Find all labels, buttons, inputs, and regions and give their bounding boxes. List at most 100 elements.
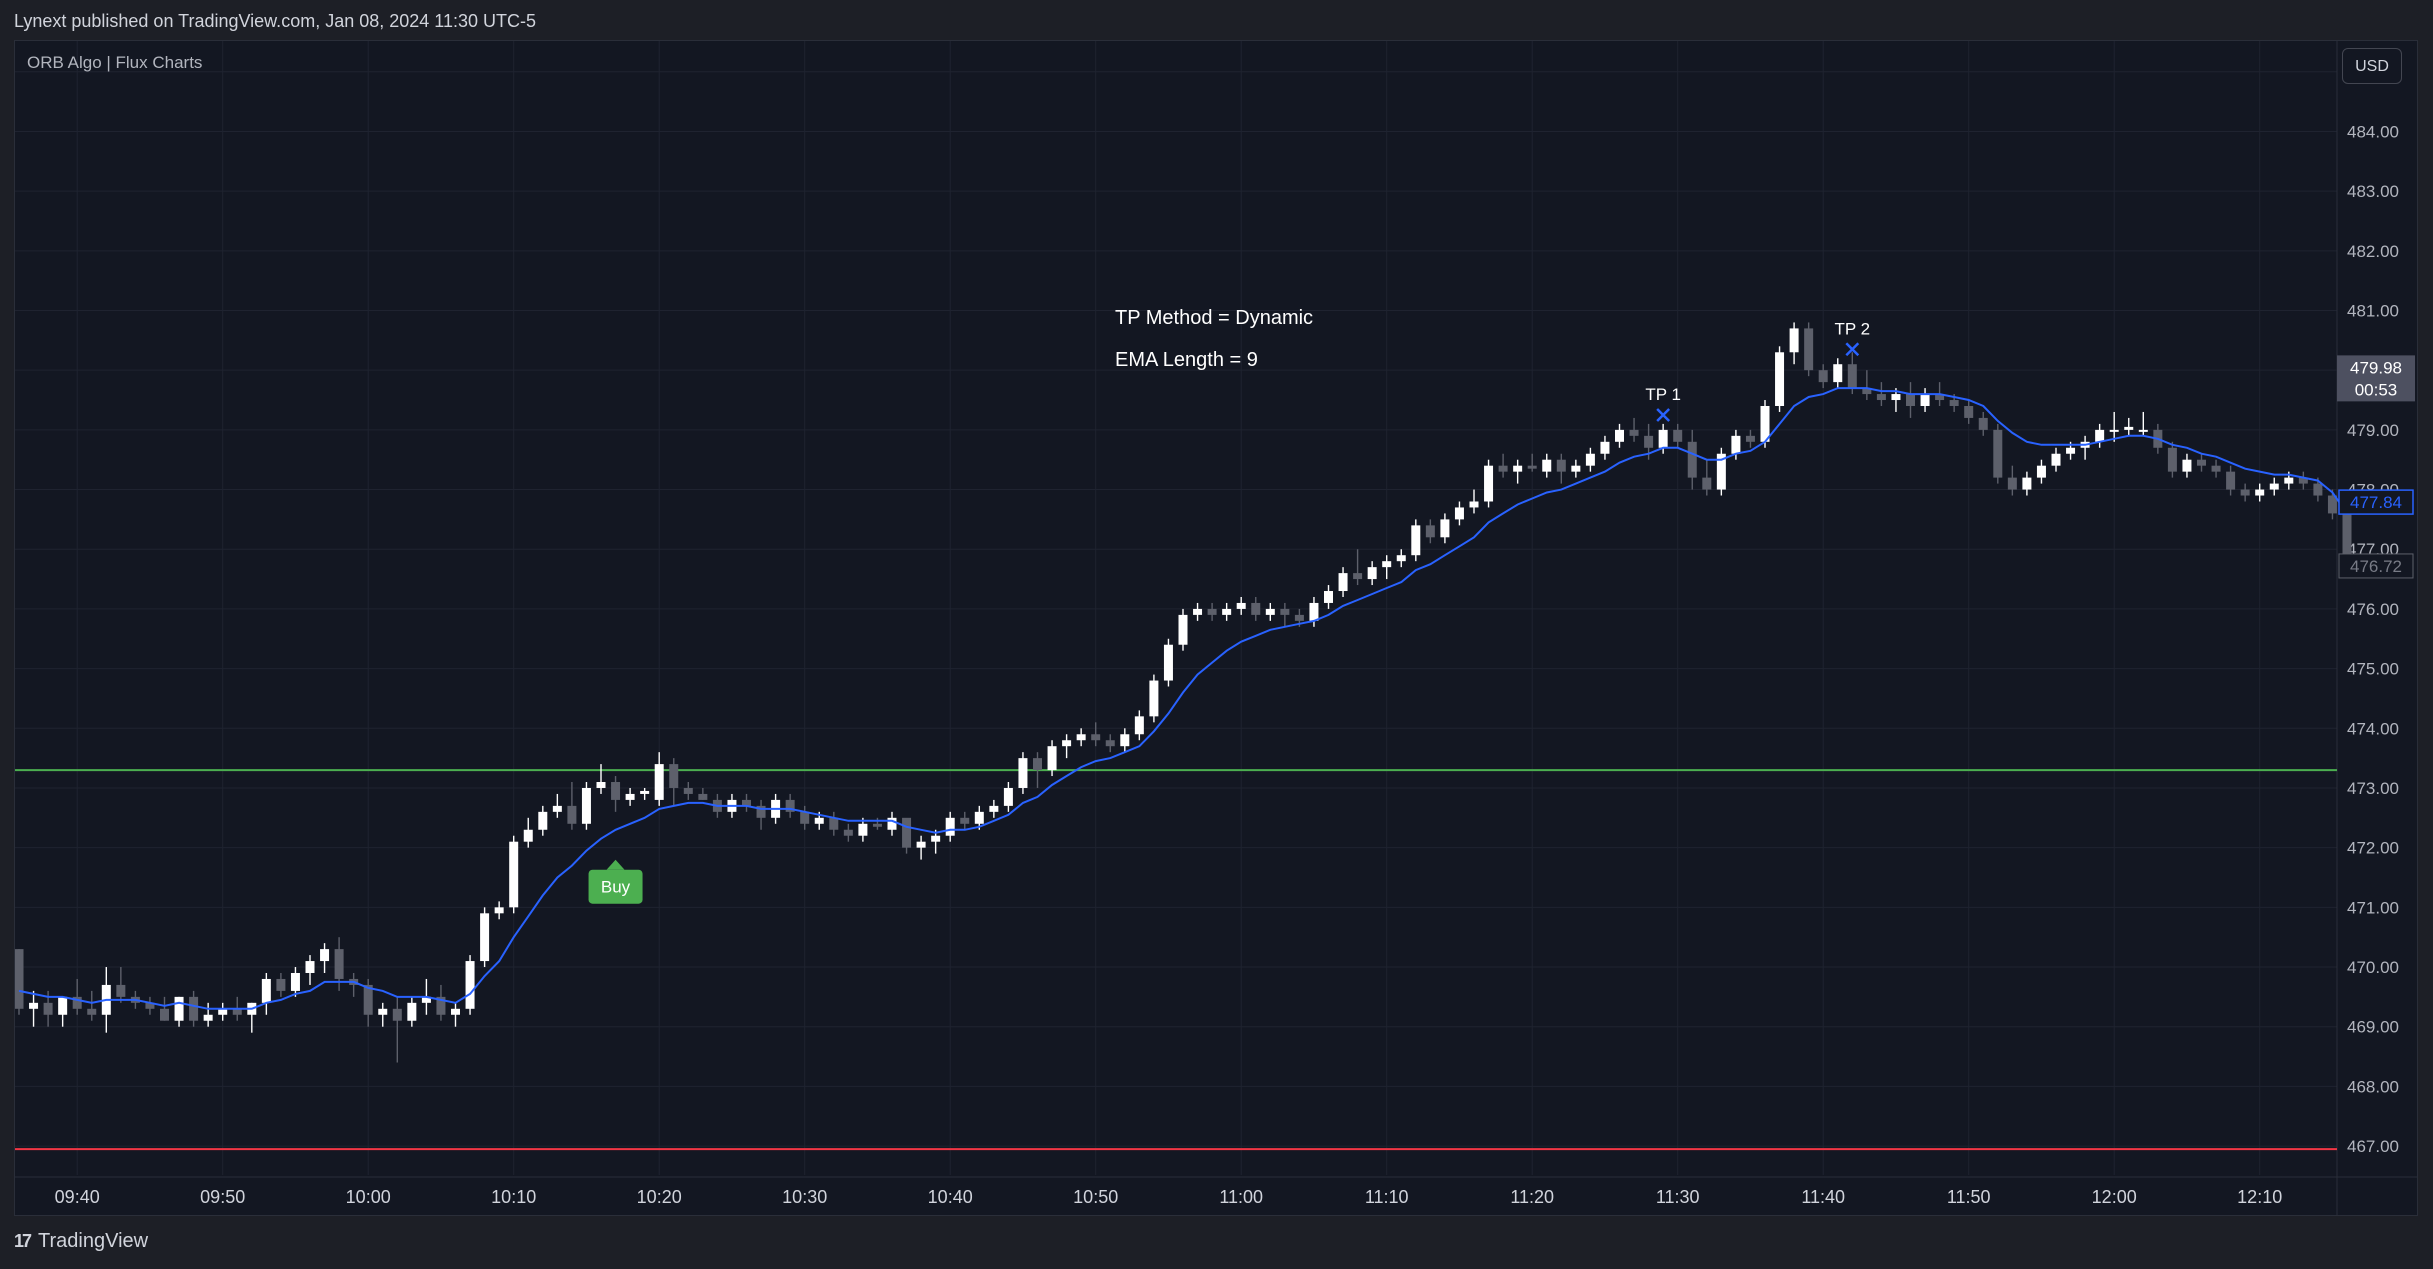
candle-body[interactable] bbox=[1469, 501, 1479, 508]
candle-body[interactable] bbox=[654, 764, 664, 800]
candle-body[interactable] bbox=[1440, 519, 1450, 538]
candle-body[interactable] bbox=[1193, 608, 1203, 615]
candle-body[interactable] bbox=[887, 817, 897, 830]
candle-body[interactable] bbox=[1338, 573, 1348, 592]
candle-body[interactable] bbox=[625, 793, 635, 800]
candle-body[interactable] bbox=[1949, 400, 1959, 406]
candle-body[interactable] bbox=[1687, 441, 1697, 478]
candle-body[interactable] bbox=[1673, 429, 1683, 442]
last-price-label[interactable] bbox=[2337, 355, 2415, 402]
candle-body[interactable] bbox=[872, 823, 882, 827]
candle-body[interactable] bbox=[2036, 465, 2046, 478]
candle-body[interactable] bbox=[829, 817, 839, 830]
candle-body[interactable] bbox=[509, 841, 519, 908]
plot-background[interactable] bbox=[15, 41, 2337, 1215]
candle-body[interactable] bbox=[261, 978, 271, 1003]
candle-body[interactable] bbox=[189, 996, 199, 1021]
candle-body[interactable] bbox=[203, 1014, 213, 1021]
candle-body[interactable] bbox=[1702, 477, 1712, 490]
candle-body[interactable] bbox=[1236, 602, 1246, 609]
candle-body[interactable] bbox=[1658, 429, 1668, 448]
candle-body[interactable] bbox=[1876, 394, 1886, 401]
candle-body[interactable] bbox=[1251, 602, 1261, 615]
candle-body[interactable] bbox=[58, 996, 68, 1015]
candle-body[interactable] bbox=[1615, 429, 1624, 442]
candle-body[interactable] bbox=[596, 782, 606, 788]
candle-body[interactable] bbox=[218, 1008, 228, 1015]
candle-body[interactable] bbox=[1396, 555, 1406, 562]
candle-body[interactable] bbox=[116, 984, 126, 997]
candle-body[interactable] bbox=[1367, 567, 1377, 580]
candle-body[interactable] bbox=[363, 984, 373, 1015]
candle-body[interactable] bbox=[640, 790, 650, 794]
candle-body[interactable] bbox=[72, 996, 82, 1009]
candle-body[interactable] bbox=[567, 805, 577, 824]
candle-body[interactable] bbox=[2109, 429, 2119, 432]
chart-frame[interactable]: 467.00 468.00 469.00 470.00 471.00 472.00 473.… bbox=[14, 40, 2418, 1216]
candle-body[interactable] bbox=[1382, 561, 1392, 568]
candle-body[interactable] bbox=[305, 961, 315, 973]
candle-body[interactable] bbox=[1862, 388, 1872, 395]
candle-body[interactable] bbox=[1775, 352, 1785, 406]
candle-body[interactable] bbox=[2226, 471, 2236, 490]
candle-body[interactable] bbox=[2284, 477, 2294, 484]
candle-body[interactable] bbox=[1935, 394, 1945, 401]
candle-body[interactable] bbox=[523, 829, 533, 842]
candle-body[interactable] bbox=[800, 811, 810, 824]
buy-signal-label[interactable] bbox=[588, 869, 643, 904]
candle-body[interactable] bbox=[465, 961, 475, 1009]
candle-body[interactable] bbox=[1062, 740, 1072, 747]
candle-body[interactable] bbox=[1644, 435, 1654, 448]
candle-body[interactable] bbox=[1978, 417, 1988, 430]
candle-body[interactable] bbox=[320, 949, 330, 962]
candle-body[interactable] bbox=[2197, 459, 2206, 466]
candle-body[interactable] bbox=[1163, 644, 1173, 681]
candle-body[interactable] bbox=[2167, 447, 2177, 472]
candle-body[interactable] bbox=[436, 996, 446, 1015]
candle-body[interactable] bbox=[1484, 465, 1494, 502]
candle-body[interactable] bbox=[1716, 453, 1726, 490]
candle-body[interactable] bbox=[2007, 477, 2017, 490]
candle-body[interactable] bbox=[1105, 740, 1115, 747]
candle-body[interactable] bbox=[2327, 495, 2337, 514]
candle-body[interactable] bbox=[742, 799, 751, 806]
candle-body[interactable] bbox=[2211, 465, 2221, 472]
candle-body[interactable] bbox=[1600, 441, 1610, 454]
candle-body[interactable] bbox=[1920, 394, 1930, 406]
candle-body[interactable] bbox=[2066, 447, 2076, 454]
candle-body[interactable] bbox=[494, 907, 504, 914]
candle-body[interactable] bbox=[2240, 489, 2250, 496]
candle-body[interactable] bbox=[1294, 614, 1304, 621]
candle-body[interactable] bbox=[15, 949, 24, 1009]
candle-body[interactable] bbox=[1280, 608, 1290, 615]
candle-body[interactable] bbox=[2022, 477, 2032, 490]
tp-cross-icon[interactable] bbox=[1845, 342, 1860, 357]
candle-body[interactable] bbox=[1993, 429, 2003, 478]
candle-body[interactable] bbox=[683, 787, 693, 794]
candle-body[interactable] bbox=[1178, 614, 1188, 645]
indicator-name[interactable]: ORB Algo | Flux Charts bbox=[27, 53, 203, 72]
candle-body[interactable] bbox=[1454, 507, 1464, 520]
candle-body[interactable] bbox=[1789, 328, 1799, 353]
candle-body[interactable] bbox=[2255, 489, 2265, 496]
candle-body[interactable] bbox=[698, 793, 708, 800]
candle-body[interactable] bbox=[1906, 394, 1915, 406]
candle-body[interactable] bbox=[145, 1002, 155, 1009]
candle-body[interactable] bbox=[1003, 787, 1013, 806]
candle-body[interactable] bbox=[1571, 465, 1581, 472]
tp-cross-icon[interactable] bbox=[1656, 408, 1671, 422]
candle-body[interactable] bbox=[1134, 716, 1144, 735]
candle-body[interactable] bbox=[916, 841, 926, 848]
candle-body[interactable] bbox=[1425, 525, 1435, 538]
candle-body[interactable] bbox=[290, 972, 300, 991]
candle-body[interactable] bbox=[407, 1002, 417, 1021]
currency-button[interactable]: USD bbox=[2342, 48, 2402, 84]
candle-body[interactable] bbox=[480, 913, 490, 962]
candle-body[interactable] bbox=[858, 823, 868, 836]
candle-body[interactable] bbox=[1076, 734, 1086, 741]
prev-close-label[interactable] bbox=[2338, 553, 2414, 579]
candle-body[interactable] bbox=[1513, 465, 1523, 472]
candle-body[interactable] bbox=[1833, 364, 1843, 383]
candle-body[interactable] bbox=[1222, 608, 1232, 615]
candle-body[interactable] bbox=[2313, 483, 2323, 496]
